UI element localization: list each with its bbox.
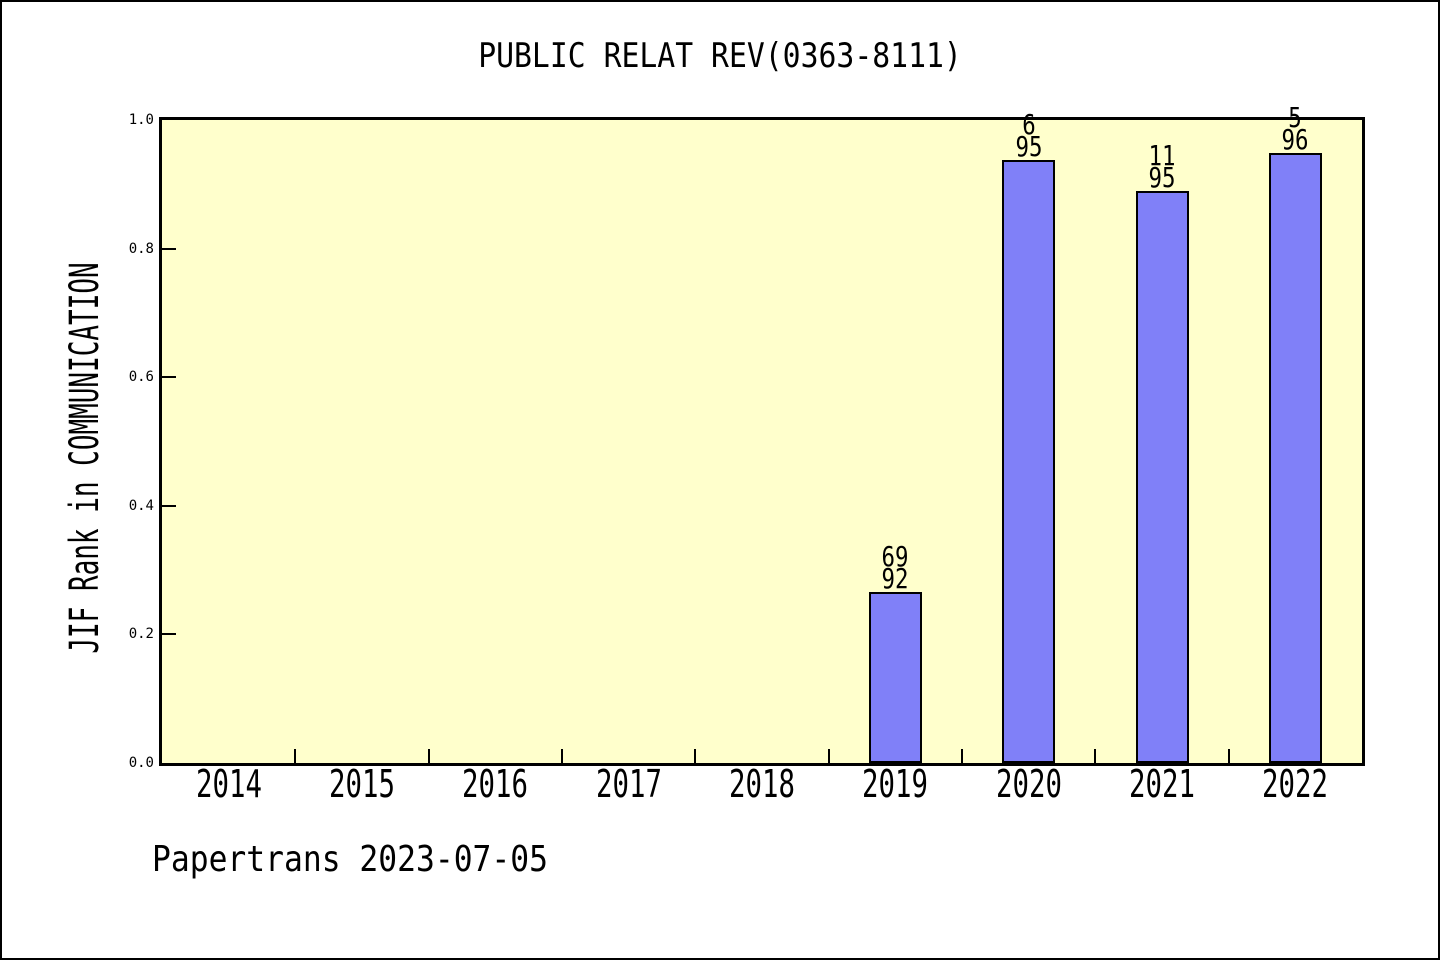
y-tick-label-0.0: 0.0: [128, 755, 154, 771]
y-tick-mark: [162, 633, 176, 636]
x-tick-label-2020: 2020: [995, 762, 1062, 806]
x-tick-label-2016: 2016: [462, 762, 529, 806]
x-tick-mark: [427, 749, 430, 763]
y-tick-label-1.0: 1.0: [128, 112, 154, 128]
bar-2021: [1135, 191, 1189, 763]
y-tick-mark: [162, 504, 176, 507]
y-tick-label-0.4: 0.4: [128, 497, 154, 514]
x-tick-label-2017: 2017: [595, 762, 662, 806]
x-tick-label-2015: 2015: [329, 762, 395, 806]
y-tick-label-0.2: 0.2: [128, 626, 154, 643]
bar-2020: [1002, 160, 1056, 763]
bar-value-label-2021: 11 95: [1109, 139, 1215, 194]
bar-total: 95: [1148, 161, 1176, 194]
watermark-text: Papertrans 2023-07-05: [152, 839, 548, 880]
x-tick-mark: [1094, 749, 1097, 763]
x-tick-label-2014: 2014: [195, 762, 262, 806]
bar-rank: 11: [1148, 139, 1176, 172]
bar-value-label-2019: 69 92: [843, 540, 949, 595]
y-axis-label: JIF Rank in COMMUNICATION: [62, 262, 108, 654]
bar-2019: [868, 592, 922, 763]
bar-rank: 6: [1021, 108, 1036, 141]
x-tick-mark: [1227, 749, 1230, 763]
x-tick-label-2021: 2021: [1129, 762, 1195, 806]
bar-value-label-2022: 5 96: [1243, 101, 1349, 156]
chart-title: PUBLIC RELAT REV(0363-8111): [478, 36, 962, 76]
bar-2022: [1268, 153, 1322, 763]
y-tick-label-0.6: 0.6: [128, 369, 154, 386]
bar-total: 92: [881, 562, 909, 595]
x-tick-label-2019: 2019: [862, 762, 929, 806]
x-tick-mark: [294, 749, 297, 763]
y-tick-mark: [162, 247, 176, 250]
x-tick-mark: [561, 749, 563, 763]
bar-rank: 5: [1288, 101, 1303, 134]
bar-value-label-2020: 6 95: [976, 108, 1082, 163]
x-tick-mark: [694, 749, 697, 763]
bar-total: 95: [1015, 130, 1043, 163]
bar-total: 96: [1281, 123, 1309, 156]
bar-rank: 69: [881, 540, 909, 573]
x-tick-label-2022: 2022: [1262, 762, 1329, 806]
y-tick-mark: [162, 376, 176, 379]
x-tick-mark: [961, 749, 963, 763]
x-tick-mark: [827, 749, 830, 763]
x-tick-label-2018: 2018: [729, 762, 795, 806]
y-tick-label-0.8: 0.8: [128, 240, 154, 257]
